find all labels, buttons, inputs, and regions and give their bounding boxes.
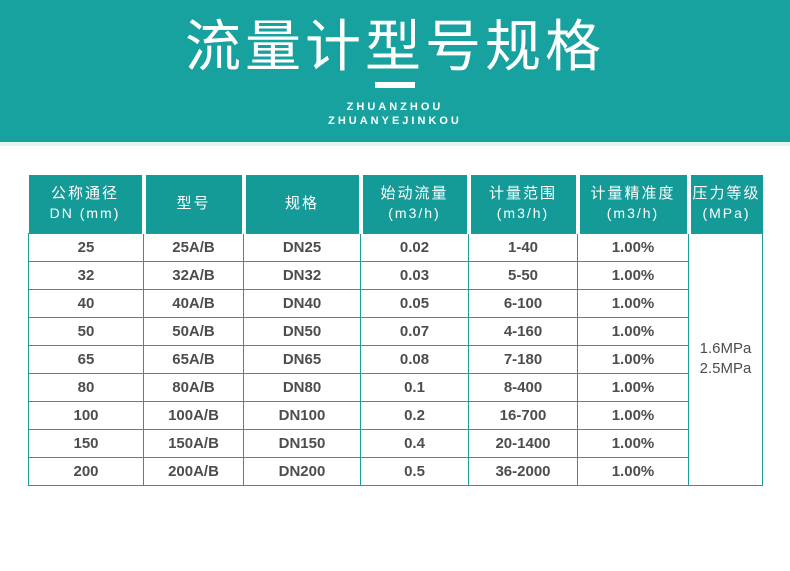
cell-range: 6-100	[468, 288, 578, 318]
cell-start-flow: 0.5	[360, 456, 469, 486]
cell-start-flow: 0.07	[360, 316, 469, 346]
cell-spec: DN25	[243, 232, 361, 262]
column-header-accuracy-unit: (m3/h)	[606, 205, 660, 222]
cell-range: 36-2000	[468, 456, 578, 486]
cell-start-flow: 0.05	[360, 288, 469, 318]
cell-model: 200A/B	[143, 456, 244, 486]
cell-spec: DN200	[243, 456, 361, 486]
cell-dn: 150	[28, 428, 144, 458]
column-header-range: 计量范围 (m3/h)	[466, 175, 578, 233]
cell-start-flow: 0.08	[360, 344, 469, 374]
cell-start-flow: 0.02	[360, 232, 469, 262]
column-header-accuracy: 计量精准度 (m3/h)	[575, 175, 689, 233]
table-row: 50 50A/B DN50 0.07 4-160 1.00%	[28, 316, 763, 346]
table-row: 65 65A/B DN65 0.08 7-180 1.00%	[28, 344, 763, 374]
cell-dn: 32	[28, 260, 144, 290]
cell-dn: 100	[28, 400, 144, 430]
cell-dn: 40	[28, 288, 144, 318]
column-header-start-flow: 始动流量 (m3/h)	[358, 175, 469, 233]
cell-spec: DN50	[243, 316, 361, 346]
table-row: 40 40A/B DN40 0.05 6-100 1.00%	[28, 288, 763, 318]
cell-accuracy: 1.00%	[577, 456, 689, 486]
cell-spec: DN32	[243, 260, 361, 290]
table-row: 150 150A/B DN150 0.4 20-1400 1.00%	[28, 428, 763, 458]
cell-range: 4-160	[468, 316, 578, 346]
table-row: 100 100A/B DN100 0.2 16-700 1.00%	[28, 400, 763, 430]
cell-accuracy: 1.00%	[577, 400, 689, 430]
cell-accuracy: 1.00%	[577, 428, 689, 458]
cell-dn: 50	[28, 316, 144, 346]
table-row: 200 200A/B DN200 0.5 36-2000 1.00%	[28, 456, 763, 486]
cell-model: 40A/B	[143, 288, 244, 318]
cell-model: 50A/B	[143, 316, 244, 346]
cell-accuracy: 1.00%	[577, 288, 689, 318]
spec-table: 公称通径 DN (mm) 型号 规格 始动流量 (m3/h) 计量范围	[28, 175, 763, 486]
column-header-pressure-label: 压力等级	[692, 185, 761, 203]
cell-range: 7-180	[468, 344, 578, 374]
cell-range: 5-50	[468, 260, 578, 290]
column-header-start-flow-unit: (m3/h)	[388, 205, 441, 222]
column-header-dn-label: 公称通径	[50, 185, 119, 203]
cell-start-flow: 0.2	[360, 400, 469, 430]
cell-model: 65A/B	[143, 344, 244, 374]
cell-start-flow: 0.1	[360, 372, 469, 402]
cell-spec: DN65	[243, 344, 361, 374]
page-title: 流量计型号规格	[185, 15, 605, 78]
cell-dn: 65	[28, 344, 144, 374]
cell-spec: DN80	[243, 372, 361, 402]
column-header-range-label: 计量范围	[488, 185, 557, 203]
pressure-rating-line1: 1.6MPa	[699, 340, 752, 357]
cell-model: 25A/B	[143, 232, 244, 262]
column-header-spec-label: 规格	[284, 194, 319, 212]
cell-range: 1-40	[468, 232, 578, 262]
cell-model: 32A/B	[143, 260, 244, 290]
column-header-dn: 公称通径 DN (mm)	[28, 175, 144, 233]
table-row: 80 80A/B DN80 0.1 8-400 1.00%	[28, 372, 763, 402]
column-header-pressure: 压力等级 (MPa)	[686, 175, 763, 233]
cell-pressure-rating: 1.6MPa 2.5MPa	[688, 232, 763, 486]
cell-accuracy: 1.00%	[577, 260, 689, 290]
cell-model: 150A/B	[143, 428, 244, 458]
column-header-model: 型号	[141, 175, 244, 233]
cell-accuracy: 1.00%	[577, 372, 689, 402]
cell-accuracy: 1.00%	[577, 344, 689, 374]
cell-range: 20-1400	[468, 428, 578, 458]
column-header-dn-unit: DN (mm)	[49, 205, 121, 222]
column-header-range-unit: (m3/h)	[496, 205, 550, 222]
cell-spec: DN100	[243, 400, 361, 430]
cell-model: 100A/B	[143, 400, 244, 430]
table-row: 32 32A/B DN32 0.03 5-50 1.00%	[28, 260, 763, 290]
column-header-start-flow-label: 始动流量	[380, 185, 449, 203]
cell-start-flow: 0.03	[360, 260, 469, 290]
pressure-rating-line2: 2.5MPa	[699, 360, 752, 377]
cell-spec: DN40	[243, 288, 361, 318]
table-row: 25 25A/B DN25 0.02 1-40 1.00% 1.6MPa 2.5…	[28, 232, 763, 486]
banner-subtitle-line2: ZHUANYEJINKOU	[328, 115, 462, 127]
cell-start-flow: 0.4	[360, 428, 469, 458]
banner-subtitle-line1: ZHUANZHOU	[346, 101, 444, 113]
column-header-model-label: 型号	[176, 194, 211, 212]
header-banner: 流量计型号规格 ZHUANZHOU ZHUANYEJINKOU	[0, 0, 790, 146]
cell-spec: DN150	[243, 428, 361, 458]
banner-subtitle: ZHUANZHOU ZHUANYEJINKOU	[0, 100, 790, 128]
column-header-pressure-unit: (MPa)	[702, 205, 751, 222]
table-header-row: 公称通径 DN (mm) 型号 规格 始动流量 (m3/h) 计量范围	[28, 175, 763, 233]
title-underline-dash	[375, 82, 415, 88]
cell-range: 16-700	[468, 400, 578, 430]
cell-accuracy: 1.00%	[577, 232, 689, 262]
cell-dn: 25	[28, 232, 144, 262]
column-header-accuracy-label: 计量精准度	[590, 185, 676, 203]
cell-model: 80A/B	[143, 372, 244, 402]
cell-accuracy: 1.00%	[577, 316, 689, 346]
cell-dn: 200	[28, 456, 144, 486]
cell-range: 8-400	[468, 372, 578, 402]
column-header-spec: 规格	[241, 175, 361, 233]
cell-dn: 80	[28, 372, 144, 402]
